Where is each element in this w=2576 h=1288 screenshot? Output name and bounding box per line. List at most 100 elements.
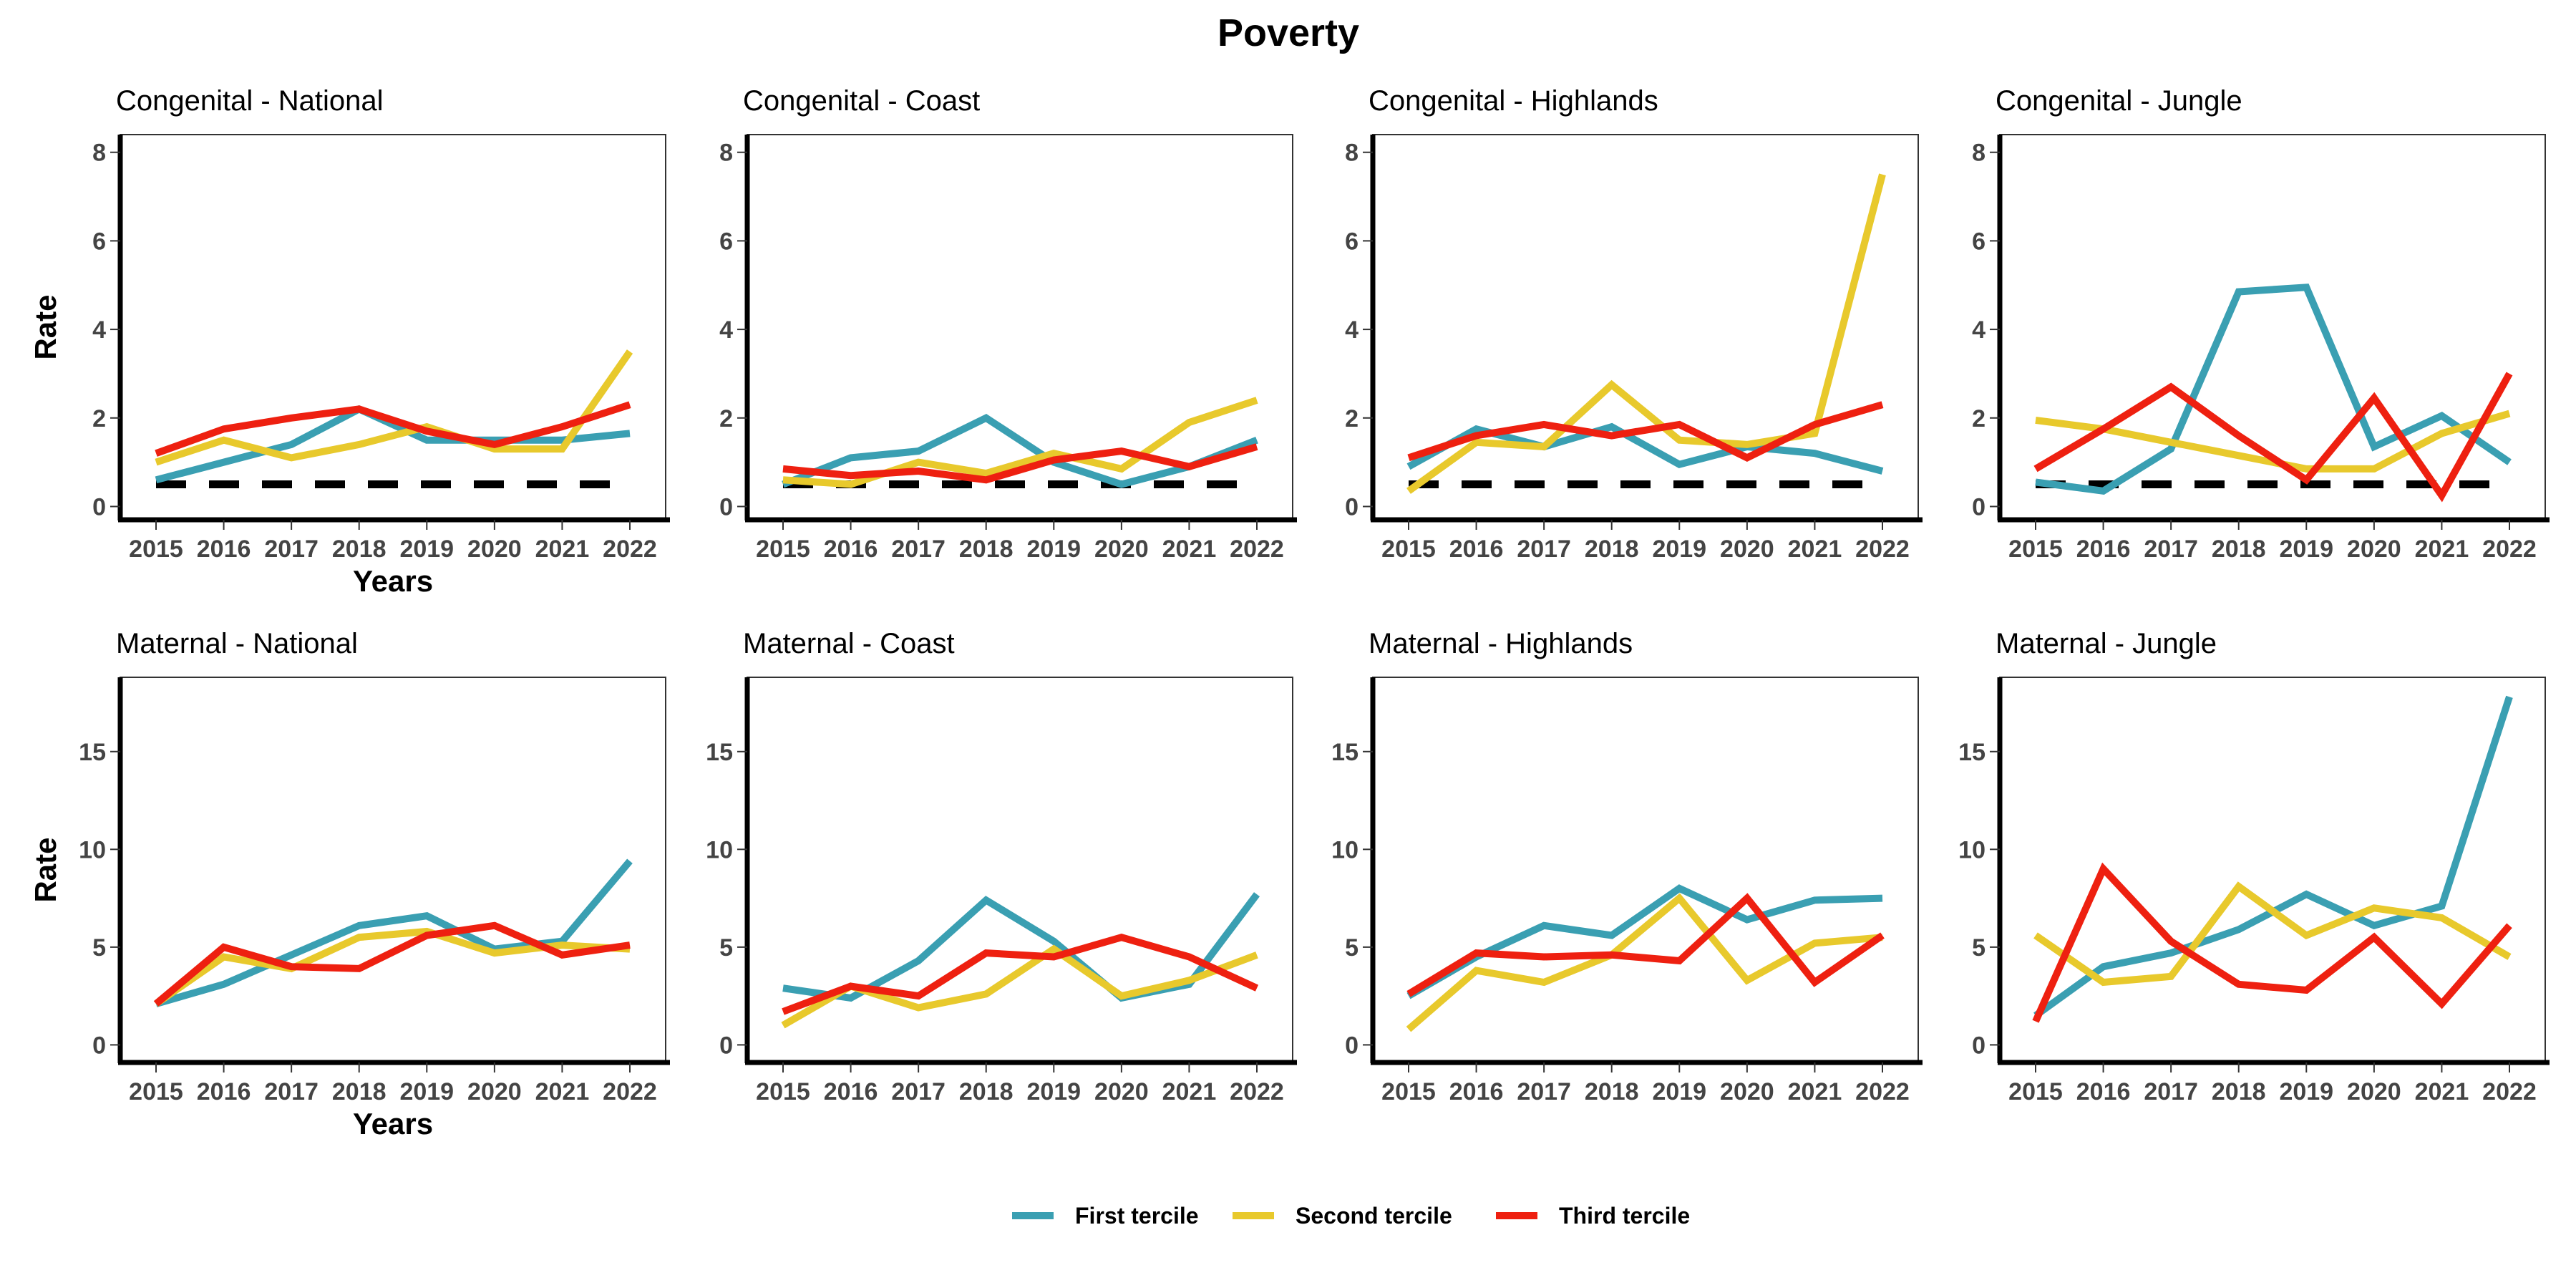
y-tick-label: 2 bbox=[719, 405, 733, 432]
y-tick-label: 2 bbox=[1972, 405, 1986, 432]
y-tick-label: 8 bbox=[719, 140, 733, 167]
x-axis-title: Years bbox=[353, 564, 433, 598]
series-line-first-tercile bbox=[2035, 284, 2512, 495]
y-tick-label: 0 bbox=[92, 493, 106, 520]
x-tick-label: 2022 bbox=[1855, 1078, 1910, 1105]
x-axis-title: Years bbox=[353, 1107, 433, 1141]
x-tick-label: 2022 bbox=[2482, 536, 2537, 563]
x-tick-label: 2016 bbox=[197, 1078, 251, 1105]
x-tick-label: 2020 bbox=[467, 1078, 522, 1105]
series-line-second-tercile bbox=[1406, 173, 1886, 494]
series-line-third-tercile bbox=[782, 933, 1259, 1015]
x-tick-label: 2017 bbox=[891, 536, 946, 563]
series-line-third-tercile bbox=[782, 443, 1258, 484]
panel-congenital-national: Congenital - National 0 2 4 6 8 2015 2016 2017 20… bbox=[29, 85, 670, 598]
panel-title: Maternal - Highlands bbox=[1369, 628, 1633, 659]
x-tick-label: 2016 bbox=[1449, 536, 1504, 563]
x-tick-label: 2020 bbox=[1094, 536, 1149, 563]
y-tick-label: 15 bbox=[79, 739, 106, 766]
y-tick-label: 0 bbox=[719, 1032, 733, 1059]
y-tick-label: 6 bbox=[719, 228, 733, 255]
y-axis-title: Rate bbox=[29, 294, 62, 359]
x-tick-label: 2018 bbox=[332, 1078, 387, 1105]
panel-congenital-coast: Congenital - Coast 0 2 4 6 8 2015 2016 2017 2018 2… bbox=[719, 85, 1297, 563]
y-tick-label: 8 bbox=[1972, 140, 1986, 167]
panel-border bbox=[120, 677, 666, 1063]
panel-maternal-jungle: Maternal - Jungle 0 5 10 15 2015 2016 2017 2018 2… bbox=[1958, 628, 2550, 1105]
panel-title: Congenital - Coast bbox=[743, 85, 980, 117]
y-tick-label: 2 bbox=[1345, 405, 1359, 432]
panel-title: Congenital - Highlands bbox=[1369, 85, 1658, 117]
series-line-first-tercile bbox=[155, 858, 633, 1007]
y-tick-label: 6 bbox=[1345, 228, 1359, 255]
x-tick-label: 2019 bbox=[1652, 1078, 1706, 1105]
x-tick-label: 2022 bbox=[603, 1078, 657, 1105]
panel-title: Congenital - Jungle bbox=[1996, 85, 2242, 117]
y-tick-label: 0 bbox=[1972, 1032, 1986, 1059]
series-line-third-tercile bbox=[155, 401, 631, 457]
x-tick-label: 2018 bbox=[1585, 1078, 1639, 1105]
legend-label: Third tercile bbox=[1559, 1203, 1690, 1229]
x-tick-label: 2022 bbox=[1230, 536, 1284, 563]
x-tick-label: 2019 bbox=[1652, 536, 1706, 563]
panel-maternal-national: Maternal - National 0 5 10 15 2015 2016 2017 201… bbox=[29, 628, 670, 1141]
x-tick-label: 2015 bbox=[129, 1078, 183, 1105]
y-tick-label: 0 bbox=[1345, 493, 1359, 520]
panel-maternal-highlands: Maternal - Highlands 0 5 10 15 2015 2016 2017 20… bbox=[1331, 628, 1923, 1105]
series-line-second-tercile bbox=[155, 349, 633, 466]
y-axis-title: Rate bbox=[29, 837, 62, 902]
x-tick-label: 2020 bbox=[1720, 1078, 1774, 1105]
x-tick-label: 2015 bbox=[2008, 1078, 2063, 1105]
x-tick-label: 2021 bbox=[1788, 1078, 1842, 1105]
y-tick-label: 4 bbox=[719, 316, 733, 344]
x-tick-label: 2016 bbox=[824, 536, 878, 563]
x-tick-label: 2018 bbox=[332, 536, 387, 563]
legend-item-third-tercile: Third tercile bbox=[1496, 1203, 1690, 1229]
y-tick-label: 5 bbox=[1345, 934, 1359, 962]
x-tick-label: 2017 bbox=[891, 1078, 946, 1105]
x-tick-label: 2016 bbox=[197, 536, 251, 563]
series-line-third-tercile bbox=[153, 921, 631, 1007]
x-tick-label: 2017 bbox=[264, 1078, 319, 1105]
legend-item-second-tercile: Second tercile bbox=[1233, 1203, 1452, 1229]
x-tick-label: 2020 bbox=[1720, 536, 1774, 563]
y-tick-label: 8 bbox=[92, 140, 106, 167]
y-tick-label: 0 bbox=[1972, 493, 1986, 520]
y-tick-label: 5 bbox=[719, 934, 733, 962]
x-tick-label: 2021 bbox=[1788, 536, 1842, 563]
series-line-second-tercile bbox=[782, 397, 1258, 488]
legend-label: Second tercile bbox=[1296, 1203, 1452, 1229]
figure-title: Poverty bbox=[1217, 11, 1359, 54]
x-tick-label: 2018 bbox=[959, 536, 1014, 563]
series-line-first-tercile bbox=[782, 414, 1258, 488]
panel-border bbox=[747, 677, 1293, 1063]
panel-congenital-jungle: Congenital - Jungle 0 2 4 6 8 2015 2016 2017 2018… bbox=[1972, 85, 2550, 563]
x-tick-label: 2016 bbox=[2076, 1078, 2131, 1105]
x-tick-label: 2016 bbox=[824, 1078, 878, 1105]
x-tick-label: 2017 bbox=[264, 536, 319, 563]
y-tick-label: 15 bbox=[1331, 739, 1359, 766]
legend: First tercile Second tercile Third tercile bbox=[1012, 1203, 1690, 1229]
panel-title: Maternal - National bbox=[116, 628, 358, 659]
y-tick-label: 10 bbox=[706, 836, 733, 863]
x-tick-label: 2015 bbox=[129, 536, 183, 563]
y-tick-label: 6 bbox=[92, 228, 106, 255]
x-tick-label: 2021 bbox=[1162, 1078, 1217, 1105]
x-tick-label: 2021 bbox=[2415, 1078, 2469, 1105]
x-tick-label: 2015 bbox=[1381, 1078, 1436, 1105]
x-tick-label: 2019 bbox=[2279, 1078, 2333, 1105]
panel-title: Congenital - National bbox=[116, 85, 384, 117]
y-tick-label: 8 bbox=[1345, 140, 1359, 167]
x-tick-label: 2019 bbox=[1026, 536, 1081, 563]
series-line-first-tercile bbox=[155, 405, 631, 484]
series-line-second-tercile bbox=[1406, 893, 1883, 1032]
x-tick-label: 2021 bbox=[535, 1078, 590, 1105]
legend-label: First tercile bbox=[1075, 1203, 1199, 1229]
x-tick-label: 2015 bbox=[1381, 536, 1436, 563]
panel-border bbox=[1372, 677, 1919, 1063]
x-tick-label: 2021 bbox=[535, 536, 590, 563]
panel-maternal-coast: Maternal - Coast 0 5 10 15 2015 2016 2017 2018 20… bbox=[706, 628, 1297, 1105]
x-tick-label: 2015 bbox=[2008, 536, 2063, 563]
x-tick-label: 2017 bbox=[1517, 536, 1571, 563]
